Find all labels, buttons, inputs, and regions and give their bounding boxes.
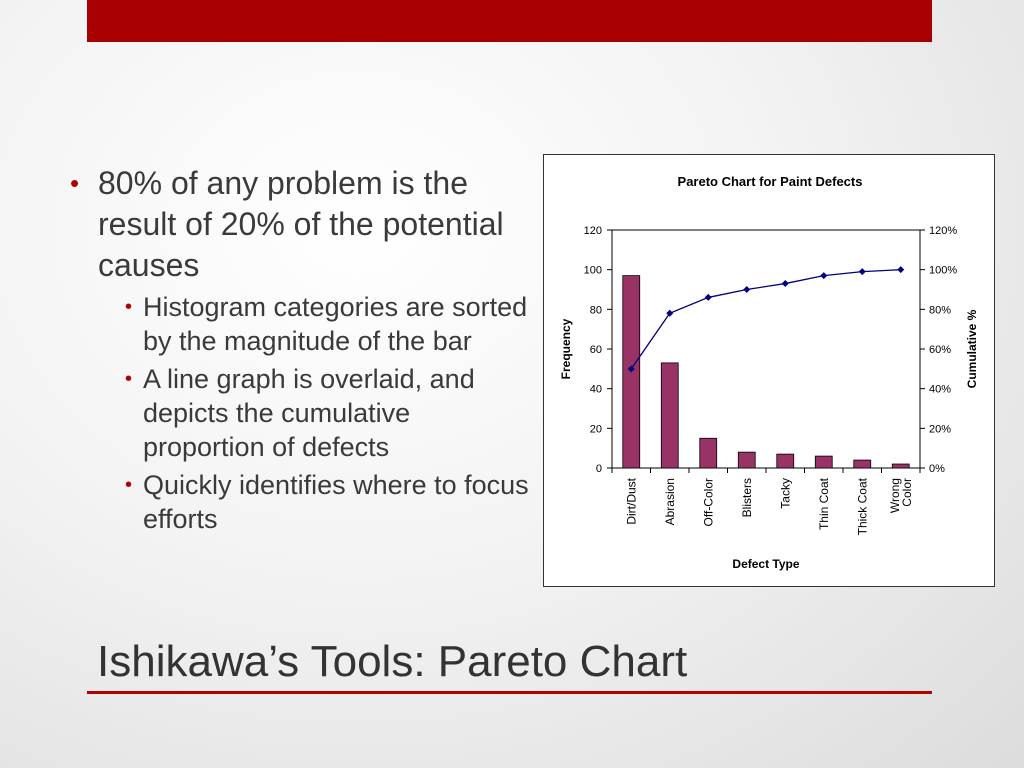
cumulative-point xyxy=(704,293,712,301)
x-tick-label: Off-Color xyxy=(701,478,715,526)
x-tick-label: Dirt/Dust xyxy=(624,477,638,524)
title-underline xyxy=(87,691,932,694)
y2-tick-label: 40% xyxy=(929,384,951,396)
bar xyxy=(660,362,679,469)
bar xyxy=(814,455,833,469)
top-accent-bar xyxy=(87,0,932,42)
bar xyxy=(737,451,756,469)
sub-bullet-text: A line graph is overlaid, and depicts th… xyxy=(143,364,475,462)
plot-area xyxy=(611,229,921,469)
cumulative-point xyxy=(743,286,751,293)
y2-tick-label: 100% xyxy=(929,265,957,277)
bullet-dot: • xyxy=(125,368,133,390)
cumulative-point xyxy=(897,266,905,274)
x-tick-label: Abrasion xyxy=(663,478,677,525)
y2-tick-label: 20% xyxy=(929,423,951,435)
y2-tick-label: 120% xyxy=(929,225,957,237)
bar xyxy=(776,453,795,469)
slide-title: Ishikawa’s Tools: Pareto Chart xyxy=(97,637,688,686)
x-tick-label: Color xyxy=(900,478,914,507)
y-tick-label: 60 xyxy=(590,344,602,356)
y2-tick-label: 60% xyxy=(929,344,951,356)
sub-bullet-1: • Histogram categories are sorted by the… xyxy=(70,290,530,358)
y-tick-label: 20 xyxy=(590,423,602,435)
sub-bullet-text: Histogram categories are sorted by the m… xyxy=(143,292,528,356)
x-tick-label: Blisters xyxy=(740,478,754,517)
sub-bullet-2: • A line graph is overlaid, and depicts … xyxy=(70,362,530,464)
y2-tick-label: 0% xyxy=(929,463,945,475)
bullet-main: • 80% of any problem is the result of 20… xyxy=(70,163,530,286)
bullet-list: • 80% of any problem is the result of 20… xyxy=(70,163,530,540)
y-tick-label: 120 xyxy=(584,225,602,237)
bullet-dot: • xyxy=(125,474,133,496)
pareto-chart: Pareto Chart for Paint Defects 0 20 40 60 80 1… xyxy=(543,154,995,587)
y-tick-label: 100 xyxy=(584,265,602,277)
x-tick-label: Tacky xyxy=(778,478,792,509)
x-axis-label: Defect Type xyxy=(732,557,799,571)
y-axis-label: Frequency xyxy=(559,318,573,379)
cumulative-point xyxy=(820,272,828,280)
bar xyxy=(853,459,872,469)
chart-title: Pareto Chart for Paint Defects xyxy=(678,174,863,189)
y-tick-label: 40 xyxy=(590,384,602,396)
bullet-dot: • xyxy=(70,168,80,198)
bullet-main-text: 80% of any problem is the result of 20% … xyxy=(98,165,504,283)
x-tick-label: Thin Coat xyxy=(817,477,831,530)
y2-tick-label: 80% xyxy=(929,304,951,316)
cumulative-point xyxy=(666,309,674,317)
bar xyxy=(699,437,718,469)
bar xyxy=(891,463,910,469)
bullet-dot: • xyxy=(125,296,133,318)
y-tick-label: 80 xyxy=(590,304,602,316)
cumulative-line xyxy=(630,269,901,370)
cumulative-point xyxy=(858,268,866,276)
y-tick-label: 0 xyxy=(596,463,602,475)
cumulative-point xyxy=(781,280,789,288)
sub-bullet-list: • Histogram categories are sorted by the… xyxy=(70,290,530,536)
x-tick-label: Wrong xyxy=(888,478,902,513)
y2-axis-label: Cumulative % xyxy=(965,309,979,388)
pareto-chart-svg: Pareto Chart for Paint Defects 0 20 40 60 80 1… xyxy=(559,174,979,571)
cumulative-point xyxy=(627,365,635,373)
sub-bullet-3: • Quickly identifies where to focus effo… xyxy=(70,468,530,536)
sub-bullet-text: Quickly identifies where to focus effort… xyxy=(143,470,529,534)
x-tick-label: Thick Coat xyxy=(855,477,869,535)
